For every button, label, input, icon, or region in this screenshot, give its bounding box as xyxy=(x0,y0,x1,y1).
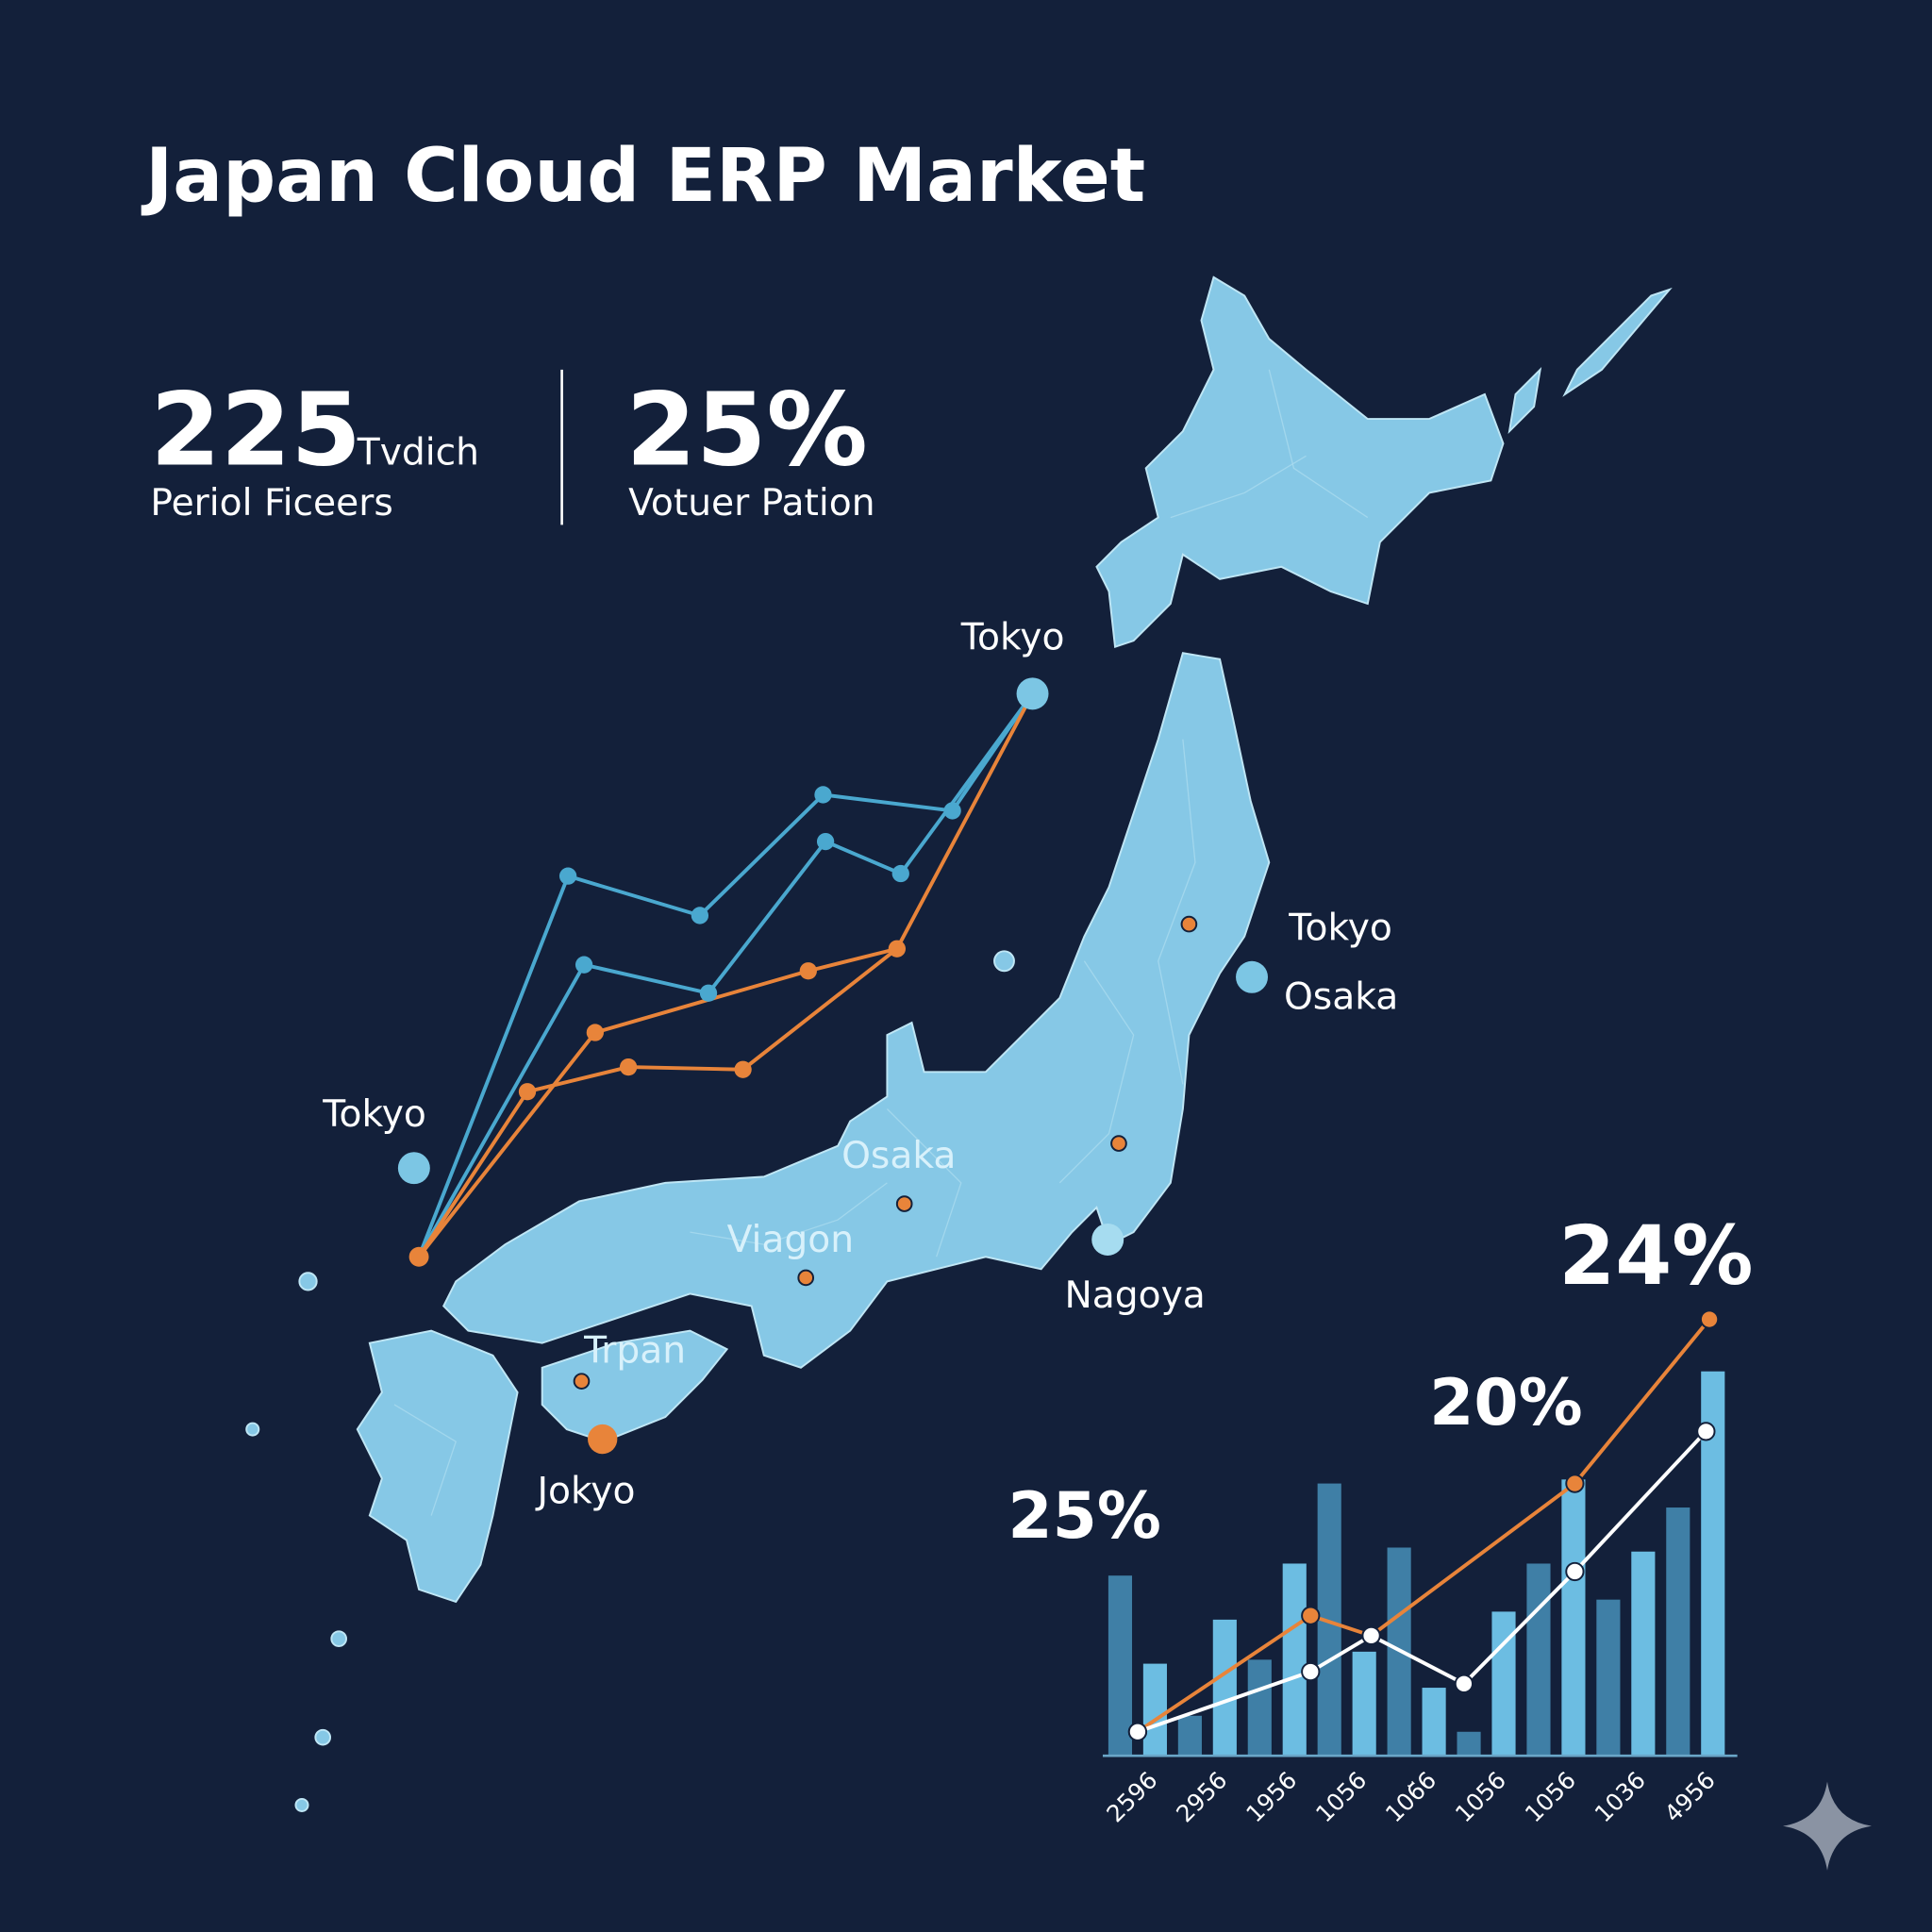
bar-line-chart: 2596 2956 1956 1056 106̆6 1056 1056 1036 495624%… xyxy=(1008,1209,1753,1827)
connection-dots xyxy=(397,677,1268,1455)
dot xyxy=(619,1058,638,1076)
bar xyxy=(1212,1619,1237,1757)
island xyxy=(245,1422,260,1437)
dot xyxy=(586,1024,604,1041)
dot xyxy=(575,956,593,974)
island xyxy=(298,1272,318,1291)
city-dot xyxy=(1091,1223,1124,1256)
city-dot xyxy=(588,1424,618,1455)
line-point xyxy=(1301,1661,1321,1682)
shikoku xyxy=(541,1329,729,1443)
bar xyxy=(1108,1575,1133,1757)
line-point xyxy=(1361,1625,1381,1645)
dot xyxy=(558,867,577,885)
border xyxy=(690,1182,888,1245)
line-point xyxy=(1301,1606,1321,1625)
city-dot xyxy=(397,1152,430,1185)
dot xyxy=(891,864,909,883)
map-labels: Tokyo Tokyo Osaka Tokyo Osaka Viagon Trpan Joky… xyxy=(322,616,1398,1512)
island xyxy=(314,1728,332,1746)
border xyxy=(1158,739,1196,1085)
line xyxy=(1137,1430,1707,1734)
city-dot xyxy=(797,1269,815,1287)
connection-line xyxy=(417,692,1035,1257)
dot xyxy=(699,984,718,1002)
connection-line xyxy=(417,692,1035,1258)
stat-value: 25% xyxy=(626,372,868,489)
bar xyxy=(1247,1659,1272,1757)
map-label: Osaka xyxy=(841,1135,956,1177)
bar xyxy=(1177,1715,1202,1757)
sparkle-icon xyxy=(1782,1781,1872,1871)
map-label: Osaka xyxy=(1284,976,1398,1019)
connection-line xyxy=(417,946,898,1258)
border xyxy=(886,1108,962,1257)
connection-lines xyxy=(417,692,1035,1258)
stat-label: Votuer Pation xyxy=(628,482,874,525)
dot xyxy=(816,832,835,851)
line-point xyxy=(1565,1474,1585,1493)
border xyxy=(1058,960,1135,1184)
map-label: Tokyo xyxy=(322,1093,426,1136)
line-point xyxy=(1127,1722,1148,1741)
island xyxy=(330,1630,347,1647)
dot xyxy=(888,940,906,958)
city-dot xyxy=(573,1373,591,1390)
japan-map xyxy=(245,275,1673,1812)
bar xyxy=(1666,1507,1690,1757)
bar xyxy=(1596,1599,1621,1757)
line-point xyxy=(1565,1561,1585,1582)
stat-value: 225 xyxy=(150,372,361,489)
island xyxy=(294,1797,309,1812)
bar xyxy=(1422,1688,1446,1757)
bar xyxy=(1352,1651,1376,1757)
line-point xyxy=(1454,1674,1474,1693)
dot xyxy=(943,802,961,820)
annotation: 20% xyxy=(1429,1366,1583,1441)
honshu xyxy=(442,652,1271,1369)
map-label: Tokyo xyxy=(1288,908,1392,950)
stat-label: Periol Ficeers xyxy=(150,482,392,525)
city-dot xyxy=(895,1195,913,1212)
dot xyxy=(814,786,832,804)
map-label: Nagoya xyxy=(1064,1274,1205,1317)
sakhalin-tip xyxy=(1562,287,1673,397)
line-point xyxy=(1699,1309,1720,1329)
connection-line xyxy=(417,692,1035,1258)
city-dot xyxy=(1110,1135,1127,1152)
bar xyxy=(1142,1663,1167,1757)
map-label: Trpan xyxy=(583,1330,686,1373)
line-point xyxy=(1696,1422,1716,1441)
bar xyxy=(1526,1563,1551,1757)
dot xyxy=(691,907,709,924)
border xyxy=(393,1404,458,1516)
stat-unit: Tvdich xyxy=(357,431,479,474)
title: Japan Cloud ERP Market xyxy=(141,133,1145,219)
map-label: Tokyo xyxy=(960,616,1065,658)
city-dot xyxy=(1180,915,1198,933)
annotation: 24% xyxy=(1558,1209,1753,1304)
map-label: Viagon xyxy=(727,1219,854,1261)
dot xyxy=(408,1246,429,1267)
border xyxy=(1170,455,1307,519)
dot xyxy=(799,962,817,980)
bar xyxy=(1282,1563,1307,1757)
bar xyxy=(1457,1731,1481,1757)
island xyxy=(993,950,1015,973)
hokkaido xyxy=(1095,275,1505,649)
dot xyxy=(518,1083,537,1101)
city-dot xyxy=(1236,960,1268,993)
kyushu xyxy=(356,1329,519,1604)
bar xyxy=(1631,1551,1656,1757)
city-dot xyxy=(1016,677,1049,710)
bar xyxy=(1561,1479,1586,1757)
kuril-island xyxy=(1507,366,1542,434)
annotation: 25% xyxy=(1008,1479,1161,1554)
border xyxy=(1268,369,1369,519)
map-label: Jokyo xyxy=(534,1470,635,1512)
dot xyxy=(734,1060,752,1078)
